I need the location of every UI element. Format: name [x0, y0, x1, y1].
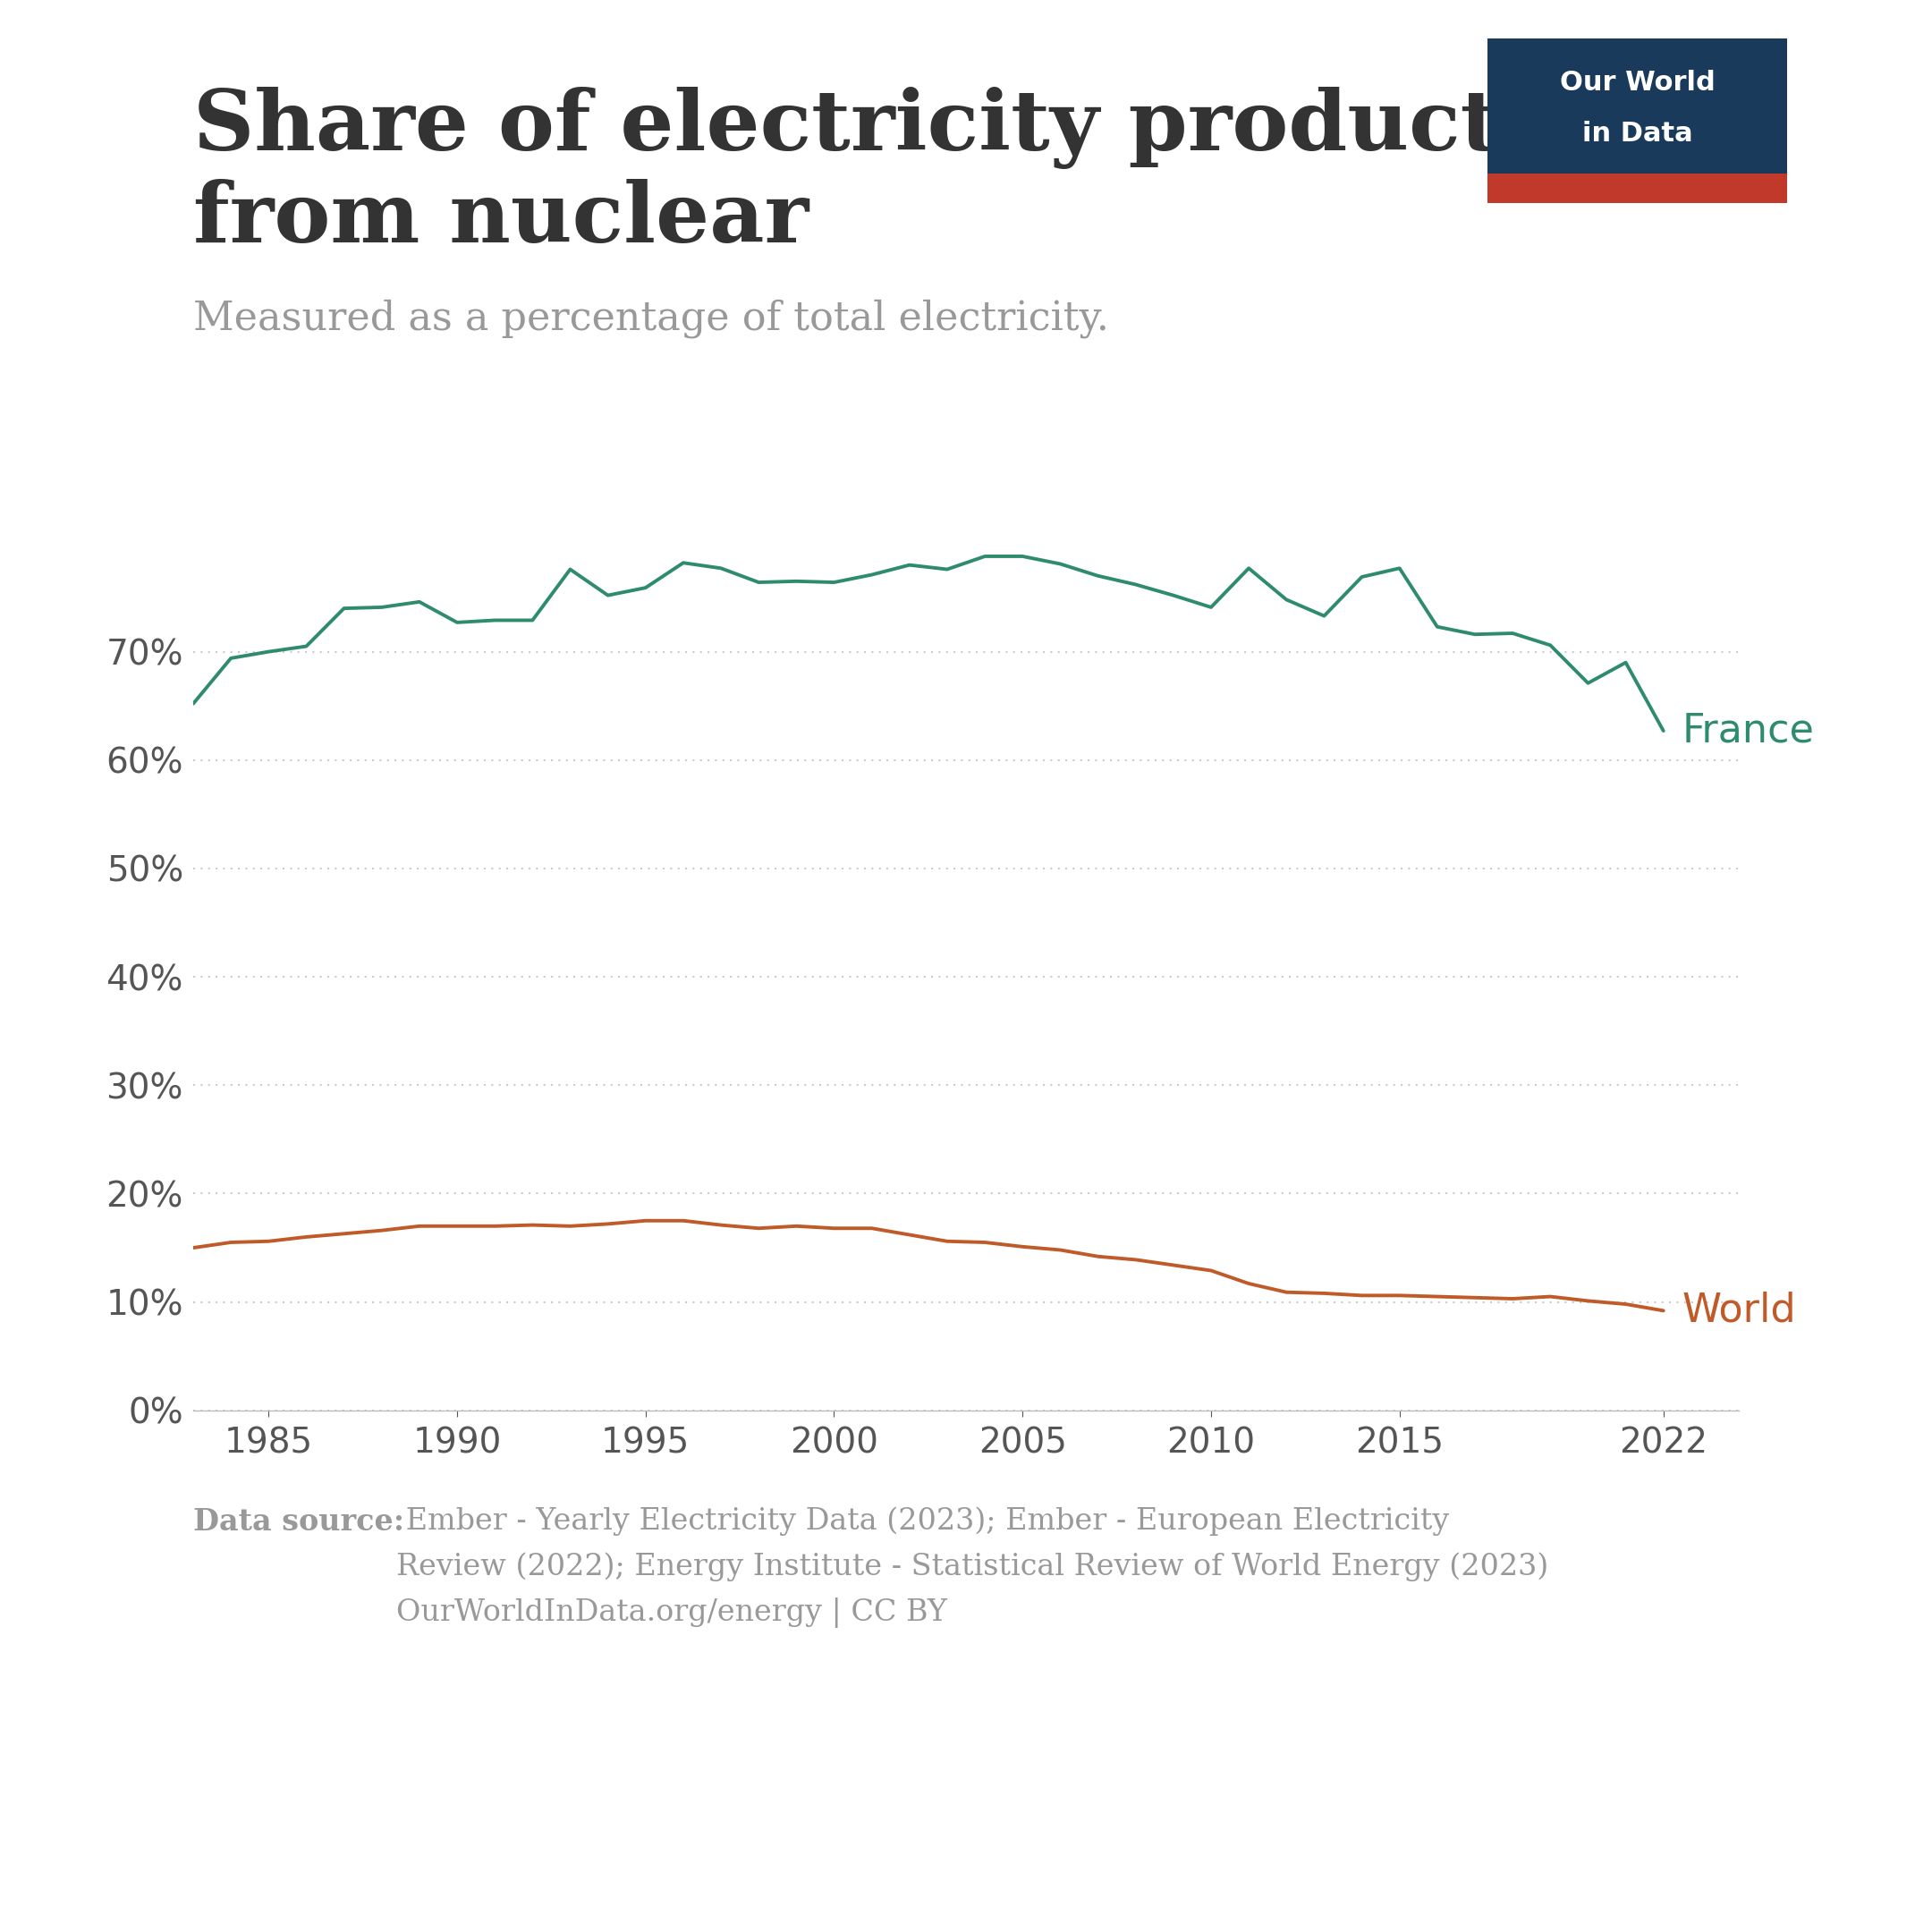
Text: Data source:: Data source:	[193, 1507, 404, 1536]
Text: France: France	[1683, 711, 1814, 750]
Text: World: World	[1683, 1291, 1797, 1329]
Text: Measured as a percentage of total electricity.: Measured as a percentage of total electr…	[193, 299, 1109, 338]
Text: Our World: Our World	[1559, 70, 1716, 97]
Text: Ember - Yearly Electricity Data (2023); Ember - European Electricity
Review (202: Ember - Yearly Electricity Data (2023); …	[396, 1507, 1548, 1629]
Text: in Data: in Data	[1582, 122, 1692, 147]
Text: Share of electricity production
from nuclear: Share of electricity production from nuc…	[193, 87, 1650, 259]
